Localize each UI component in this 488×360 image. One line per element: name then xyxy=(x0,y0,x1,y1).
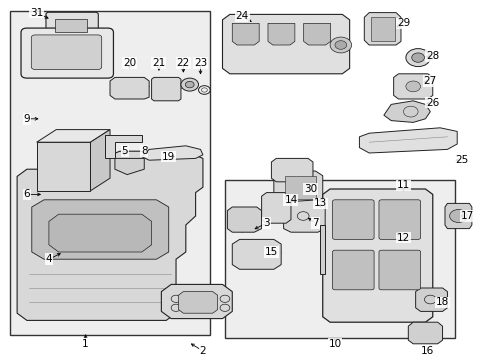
Circle shape xyxy=(405,81,420,92)
Text: 13: 13 xyxy=(313,198,326,208)
Circle shape xyxy=(411,53,424,62)
FancyBboxPatch shape xyxy=(46,12,98,40)
Polygon shape xyxy=(273,171,322,203)
Text: 1: 1 xyxy=(82,339,89,349)
Polygon shape xyxy=(142,146,203,160)
Polygon shape xyxy=(151,77,181,101)
Bar xyxy=(284,176,316,199)
Text: 28: 28 xyxy=(425,51,439,61)
Polygon shape xyxy=(37,130,110,142)
Bar xyxy=(224,180,454,338)
Polygon shape xyxy=(444,203,471,229)
Polygon shape xyxy=(267,23,294,45)
Polygon shape xyxy=(415,288,447,311)
Text: 25: 25 xyxy=(454,155,468,165)
Text: 11: 11 xyxy=(396,180,409,190)
Polygon shape xyxy=(110,77,149,99)
Text: 16: 16 xyxy=(420,346,434,356)
Circle shape xyxy=(405,49,429,67)
FancyBboxPatch shape xyxy=(332,200,373,239)
Polygon shape xyxy=(393,74,432,99)
FancyBboxPatch shape xyxy=(21,28,113,78)
Text: 9: 9 xyxy=(23,114,30,124)
Text: 20: 20 xyxy=(123,58,136,68)
Text: 6: 6 xyxy=(23,189,30,199)
Polygon shape xyxy=(37,142,90,191)
Text: 27: 27 xyxy=(423,76,436,86)
Polygon shape xyxy=(161,284,232,319)
Text: 8: 8 xyxy=(141,146,147,156)
Polygon shape xyxy=(90,130,110,191)
FancyBboxPatch shape xyxy=(31,35,102,69)
Circle shape xyxy=(329,37,351,53)
Text: 23: 23 xyxy=(193,58,207,68)
Text: 7: 7 xyxy=(311,218,318,228)
Text: 18: 18 xyxy=(435,297,448,307)
Text: 5: 5 xyxy=(121,146,128,156)
Polygon shape xyxy=(222,14,349,74)
Polygon shape xyxy=(383,101,429,122)
Polygon shape xyxy=(271,158,312,182)
Polygon shape xyxy=(364,13,400,45)
Bar xyxy=(10,11,210,335)
Text: 4: 4 xyxy=(45,254,52,264)
Text: 19: 19 xyxy=(162,152,175,162)
Text: 10: 10 xyxy=(328,339,341,349)
Text: 29: 29 xyxy=(396,18,409,28)
Polygon shape xyxy=(232,23,259,45)
FancyBboxPatch shape xyxy=(332,250,373,290)
Bar xyxy=(370,17,394,41)
Polygon shape xyxy=(49,214,151,252)
Circle shape xyxy=(334,41,346,49)
Polygon shape xyxy=(407,322,442,344)
Text: 3: 3 xyxy=(263,218,269,228)
Polygon shape xyxy=(303,23,330,45)
Text: 12: 12 xyxy=(396,233,409,243)
Text: 2: 2 xyxy=(199,346,206,356)
Polygon shape xyxy=(227,207,261,232)
Polygon shape xyxy=(261,193,290,223)
Polygon shape xyxy=(320,225,325,274)
FancyBboxPatch shape xyxy=(378,200,420,239)
Text: 17: 17 xyxy=(459,211,473,221)
Text: 21: 21 xyxy=(152,58,165,68)
Text: 14: 14 xyxy=(284,195,297,205)
Text: 15: 15 xyxy=(264,247,278,257)
FancyBboxPatch shape xyxy=(378,250,420,290)
Polygon shape xyxy=(359,128,456,153)
Circle shape xyxy=(181,78,198,91)
Text: 22: 22 xyxy=(176,58,190,68)
Text: 31: 31 xyxy=(30,8,43,18)
Polygon shape xyxy=(32,200,168,259)
Circle shape xyxy=(185,81,194,88)
Text: 30: 30 xyxy=(304,184,316,194)
Circle shape xyxy=(448,210,467,222)
Polygon shape xyxy=(322,189,432,322)
Polygon shape xyxy=(17,151,203,320)
Text: 26: 26 xyxy=(425,98,439,108)
Polygon shape xyxy=(232,239,281,269)
Polygon shape xyxy=(178,292,217,313)
Polygon shape xyxy=(105,135,142,158)
Polygon shape xyxy=(115,158,144,175)
Bar xyxy=(55,19,86,32)
Text: 24: 24 xyxy=(235,11,248,21)
Polygon shape xyxy=(283,200,325,232)
